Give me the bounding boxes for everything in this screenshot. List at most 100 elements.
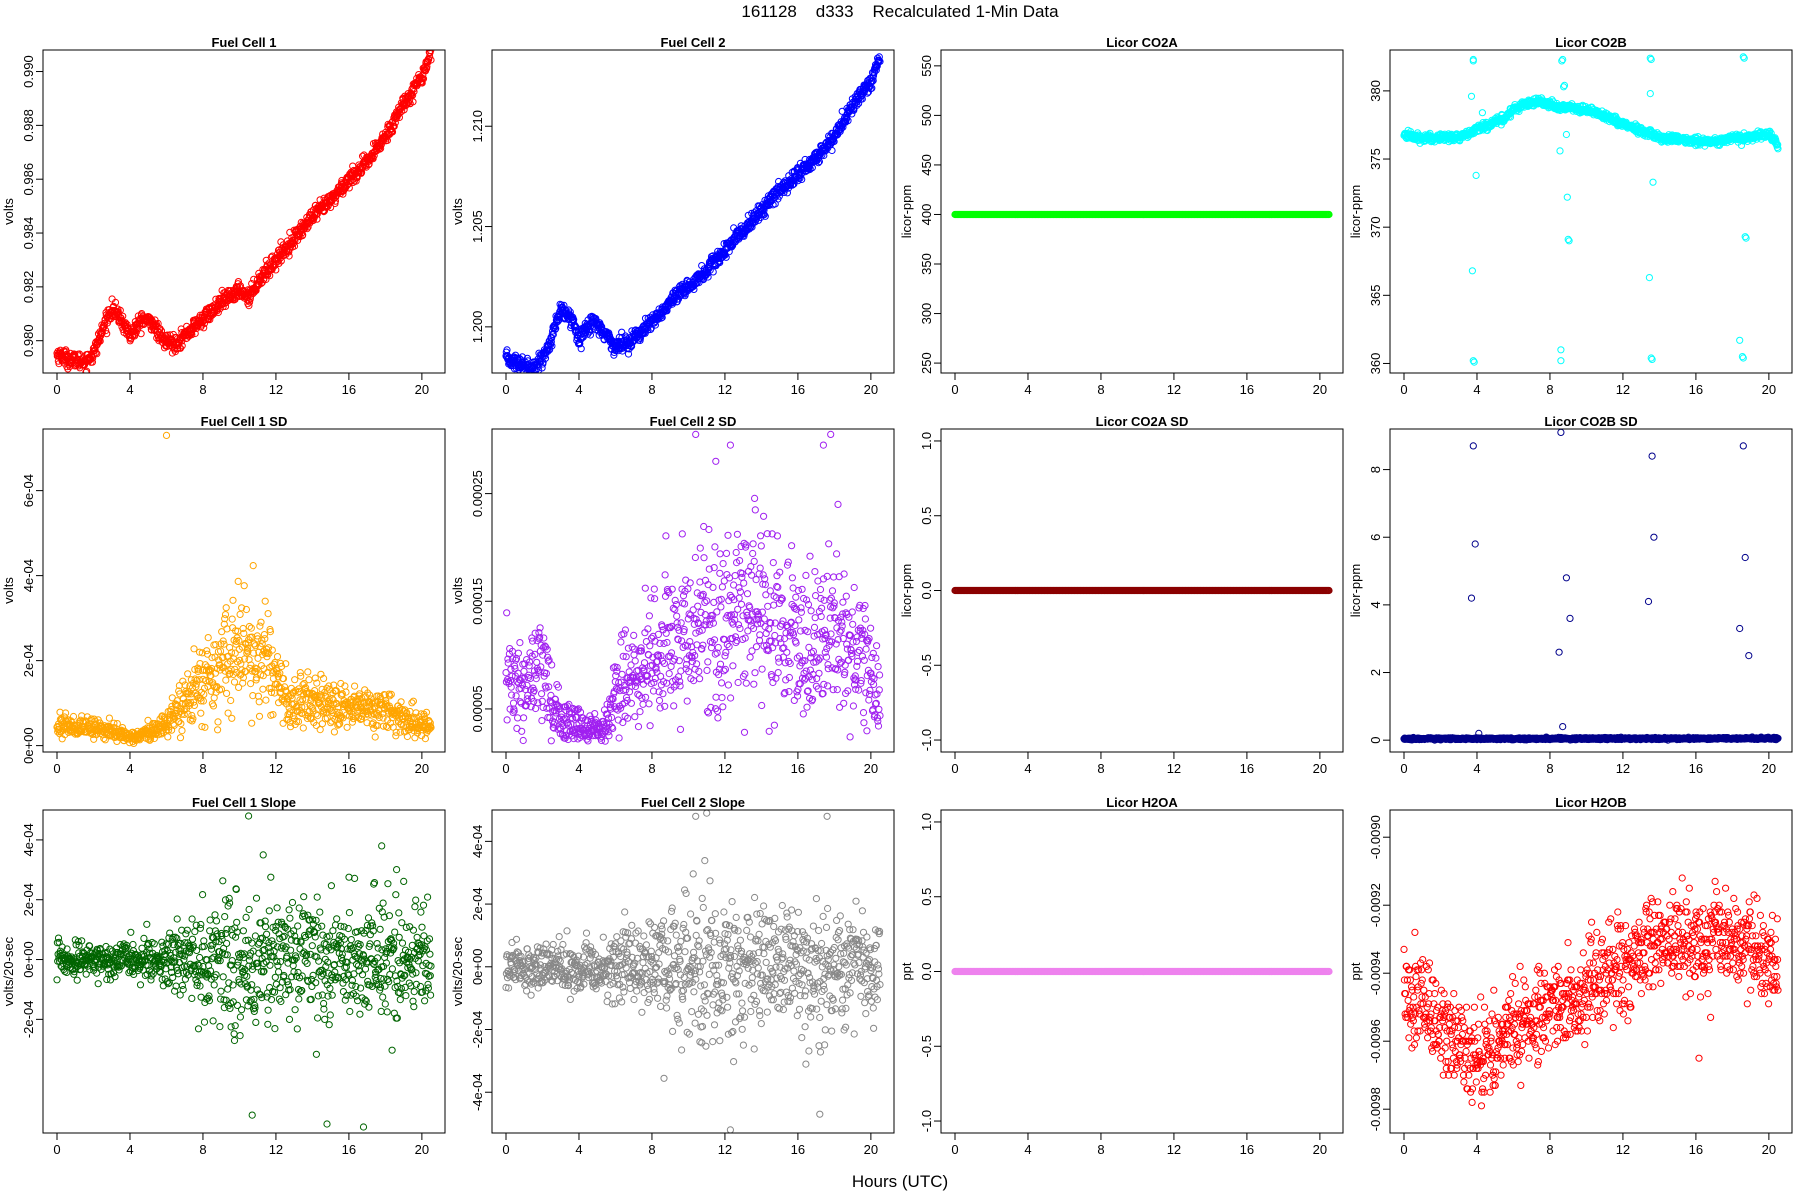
data-point — [116, 306, 124, 314]
data-point — [409, 98, 417, 106]
y-axis-label: licor-ppm — [899, 185, 914, 238]
data-point — [239, 679, 247, 687]
series-points — [1400, 53, 1782, 366]
data-point — [656, 313, 664, 321]
y-tick-label: 0.986 — [21, 163, 36, 196]
data-point — [261, 635, 269, 643]
data-point — [214, 726, 222, 734]
data-point — [510, 707, 518, 715]
data-point — [291, 676, 299, 684]
data-point — [299, 695, 307, 704]
data-point — [178, 342, 186, 350]
data-point — [228, 714, 236, 722]
data-point — [231, 649, 239, 657]
data-point — [167, 706, 175, 714]
data-point — [518, 353, 526, 361]
data-point — [1468, 267, 1477, 275]
data-point — [311, 674, 319, 682]
y-tick-label: 300 — [919, 303, 934, 325]
data-point — [396, 728, 404, 736]
data-point — [377, 141, 385, 149]
data-point — [877, 43, 883, 49]
data-point — [113, 720, 121, 728]
data-point — [509, 699, 518, 707]
data-point — [90, 350, 98, 358]
data-point — [249, 562, 257, 570]
data-point — [190, 698, 198, 706]
data-point — [308, 703, 316, 711]
data-point — [624, 350, 633, 358]
x-tick-label: 0 — [502, 382, 509, 397]
y-tick-label: 500 — [919, 105, 934, 127]
data-point — [164, 733, 172, 741]
data-point — [761, 212, 769, 220]
data-point — [219, 637, 227, 645]
x-tick-label: 0 — [951, 382, 958, 397]
data-point — [203, 650, 212, 658]
data-point — [241, 655, 249, 663]
data-point — [69, 712, 78, 721]
y-tick-label: 360 — [1368, 353, 1383, 375]
data-point — [264, 610, 272, 618]
data-point — [760, 211, 768, 219]
y-tick-label: 2e-04 — [21, 644, 36, 677]
data-point — [245, 302, 253, 310]
data-point — [276, 659, 285, 667]
data-point — [547, 338, 555, 346]
y-tick-label: 450 — [919, 154, 934, 176]
panel-title: Licor CO2A — [1106, 35, 1178, 50]
data-point — [213, 305, 221, 313]
data-point — [304, 668, 312, 676]
data-point — [273, 680, 281, 688]
data-point — [245, 297, 253, 305]
data-point — [1325, 210, 1333, 219]
data-point — [234, 278, 242, 286]
data-point — [358, 168, 366, 176]
data-point — [175, 682, 183, 690]
data-point — [313, 679, 321, 687]
data-point — [111, 298, 120, 306]
data-point — [249, 692, 257, 700]
data-point — [658, 313, 666, 322]
data-point — [273, 653, 282, 661]
x-tick-label: 12 — [269, 382, 283, 397]
data-point — [319, 707, 327, 715]
data-point — [244, 644, 252, 652]
data-point — [1774, 145, 1782, 153]
x-tick-label: 4 — [1024, 382, 1031, 397]
data-point — [83, 367, 91, 373]
data-point — [253, 632, 261, 640]
data-point — [320, 674, 328, 683]
data-point — [425, 717, 433, 725]
data-point — [82, 368, 90, 373]
data-point — [212, 641, 220, 649]
data-point — [320, 708, 328, 716]
x-tick-label: 8 — [1546, 382, 1553, 397]
data-point — [220, 640, 228, 648]
data-point — [1557, 357, 1565, 365]
data-point — [343, 723, 351, 731]
data-point — [294, 236, 302, 244]
x-tick-label: 4 — [575, 382, 582, 397]
data-point — [105, 714, 114, 722]
data-point — [197, 697, 205, 705]
data-point — [539, 358, 547, 366]
data-point — [179, 677, 187, 685]
data-point — [222, 676, 230, 684]
data-point — [508, 691, 516, 699]
y-tick-label: 370 — [1368, 216, 1383, 238]
data-point — [196, 648, 204, 656]
data-point — [175, 718, 183, 726]
data-point — [197, 709, 205, 717]
data-point — [184, 710, 192, 718]
data-point — [223, 689, 231, 698]
data-point — [114, 308, 122, 316]
x-tick-label: 8 — [199, 761, 206, 776]
data-point — [208, 664, 216, 673]
data-point — [1472, 171, 1480, 179]
data-point — [150, 734, 158, 743]
data-point — [1478, 109, 1487, 117]
data-point — [247, 624, 255, 632]
